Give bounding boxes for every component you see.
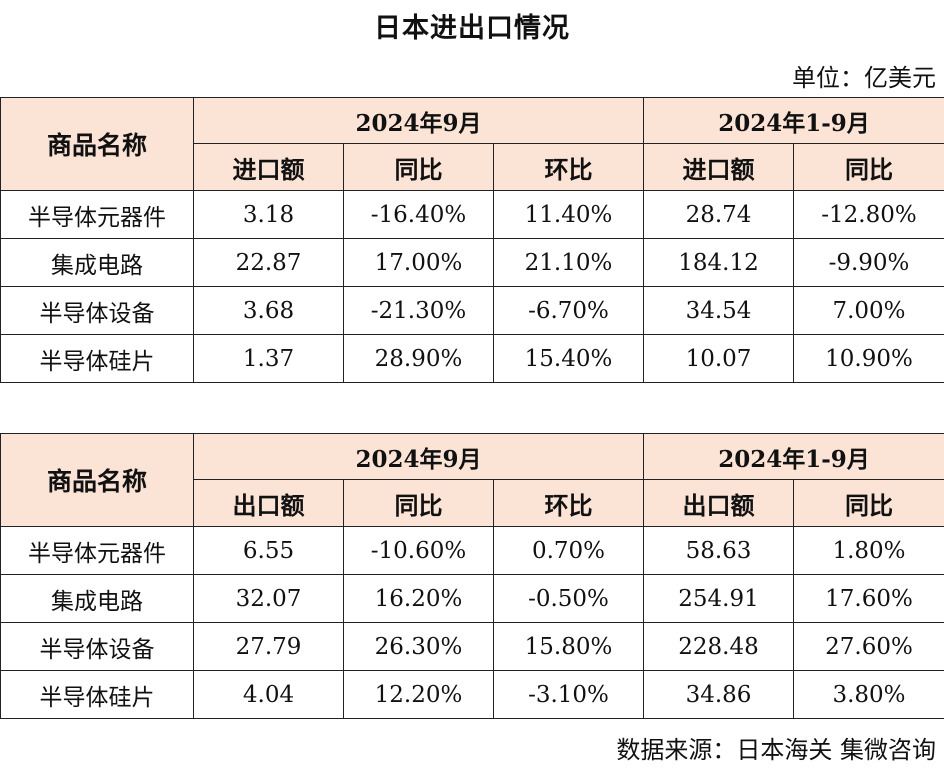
cell-ytd-value: 10.07	[643, 334, 794, 383]
export-col-ytd-value: 出口额	[643, 479, 794, 527]
cell-month-value: 32.07	[193, 574, 344, 623]
row-category: 半导体元器件	[0, 190, 194, 239]
export-header-row-columns: 出口额 同比 环比 出口额 同比	[1, 479, 944, 527]
table-row: 半导体硅片 4.04 12.20% -3.10% 34.86 3.80%	[0, 670, 944, 719]
export-table: 商品名称 2024年9月 2024年1-9月 出口额 同比 环比 出口额 同比 …	[0, 433, 944, 719]
table-row: 半导体元器件 6.55 -10.60% 0.70% 58.63 1.80%	[0, 526, 944, 575]
cell-month-value: 3.18	[193, 190, 344, 239]
export-col-ytd-yoy: 同比	[792, 479, 944, 527]
cell-month-mom: 21.10%	[493, 238, 644, 287]
row-category: 集成电路	[0, 574, 194, 623]
table-row: 集成电路 22.87 17.00% 21.10% 184.12 -9.90%	[0, 238, 944, 287]
cell-month-mom: 0.70%	[493, 526, 644, 575]
cell-ytd-value: 28.74	[643, 190, 794, 239]
cell-month-yoy: 28.90%	[343, 334, 494, 383]
cell-ytd-value: 34.54	[643, 286, 794, 335]
export-col-month-value: 出口额	[193, 479, 344, 527]
import-header-row-columns: 进口额 同比 环比 进口额 同比	[1, 143, 944, 191]
cell-month-value: 27.79	[193, 622, 344, 671]
import-corner-label: 商品名称	[0, 97, 194, 191]
table-row: 半导体设备 27.79 26.30% 15.80% 228.48 27.60%	[0, 622, 944, 671]
cell-ytd-yoy: 3.80%	[792, 670, 944, 719]
cell-month-yoy: -16.40%	[343, 190, 494, 239]
cell-ytd-yoy: 17.60%	[792, 574, 944, 623]
cell-month-value: 22.87	[193, 238, 344, 287]
cell-ytd-value: 254.91	[643, 574, 794, 623]
import-col-month-yoy: 同比	[343, 143, 494, 191]
cell-month-yoy: -10.60%	[343, 526, 494, 575]
export-corner-label: 商品名称	[0, 433, 194, 527]
table-row: 半导体设备 3.68 -21.30% -6.70% 34.54 7.00%	[0, 286, 944, 335]
cell-month-yoy: 26.30%	[343, 622, 494, 671]
export-col-month-mom: 环比	[493, 479, 644, 527]
import-col-ytd-yoy: 同比	[792, 143, 944, 191]
import-col-month-mom: 环比	[493, 143, 644, 191]
cell-ytd-yoy: 1.80%	[792, 526, 944, 575]
row-category: 半导体硅片	[0, 670, 194, 719]
cell-ytd-yoy: 7.00%	[792, 286, 944, 335]
cell-ytd-yoy: 10.90%	[792, 334, 944, 383]
cell-month-mom: 15.40%	[493, 334, 644, 383]
export-period-month: 2024年9月	[193, 433, 644, 480]
import-period-ytd: 2024年1-9月	[642, 97, 944, 144]
page-title: 日本进出口情况	[374, 13, 570, 44]
cell-month-yoy: 12.20%	[343, 670, 494, 719]
cell-ytd-yoy: 27.60%	[792, 622, 944, 671]
export-header-row-periods: 商品名称 2024年9月 2024年1-9月	[0, 433, 944, 527]
import-col-month-value: 进口额	[193, 143, 344, 191]
row-category: 集成电路	[0, 238, 194, 287]
table-row: 集成电路 32.07 16.20% -0.50% 254.91 17.60%	[0, 574, 944, 623]
cell-ytd-yoy: -12.80%	[792, 190, 944, 239]
row-category: 半导体设备	[0, 286, 194, 335]
table-row: 半导体硅片 1.37 28.90% 15.40% 10.07 10.90%	[0, 334, 944, 383]
cell-month-mom: -6.70%	[493, 286, 644, 335]
row-category: 半导体硅片	[0, 334, 194, 383]
export-col-month-yoy: 同比	[343, 479, 494, 527]
import-table: 商品名称 2024年9月 2024年1-9月 进口额 同比 环比 进口额 同比 …	[0, 97, 944, 383]
cell-month-mom: -3.10%	[493, 670, 644, 719]
export-period-ytd: 2024年1-9月	[642, 433, 944, 480]
cell-ytd-value: 58.63	[643, 526, 794, 575]
cell-ytd-yoy: -9.90%	[792, 238, 944, 287]
cell-month-value: 4.04	[193, 670, 344, 719]
import-period-month: 2024年9月	[193, 97, 644, 144]
unit-note: 单位：亿美元	[792, 64, 936, 92]
cell-month-yoy: 17.00%	[343, 238, 494, 287]
cell-month-mom: -0.50%	[493, 574, 644, 623]
cell-month-value: 1.37	[193, 334, 344, 383]
row-category: 半导体设备	[0, 622, 194, 671]
import-header-row-periods: 商品名称 2024年9月 2024年1-9月	[0, 97, 944, 191]
cell-month-mom: 11.40%	[493, 190, 644, 239]
cell-month-yoy: -21.30%	[343, 286, 494, 335]
cell-month-value: 6.55	[193, 526, 344, 575]
cell-month-yoy: 16.20%	[343, 574, 494, 623]
cell-month-value: 3.68	[193, 286, 344, 335]
row-category: 半导体元器件	[0, 526, 194, 575]
cell-ytd-value: 34.86	[643, 670, 794, 719]
source-note: 数据来源：日本海关 集微咨询	[616, 736, 936, 764]
cell-ytd-value: 228.48	[643, 622, 794, 671]
cell-ytd-value: 184.12	[643, 238, 794, 287]
cell-month-mom: 15.80%	[493, 622, 644, 671]
table-row: 半导体元器件 3.18 -16.40% 11.40% 28.74 -12.80%	[0, 190, 944, 239]
import-col-ytd-value: 进口额	[643, 143, 794, 191]
